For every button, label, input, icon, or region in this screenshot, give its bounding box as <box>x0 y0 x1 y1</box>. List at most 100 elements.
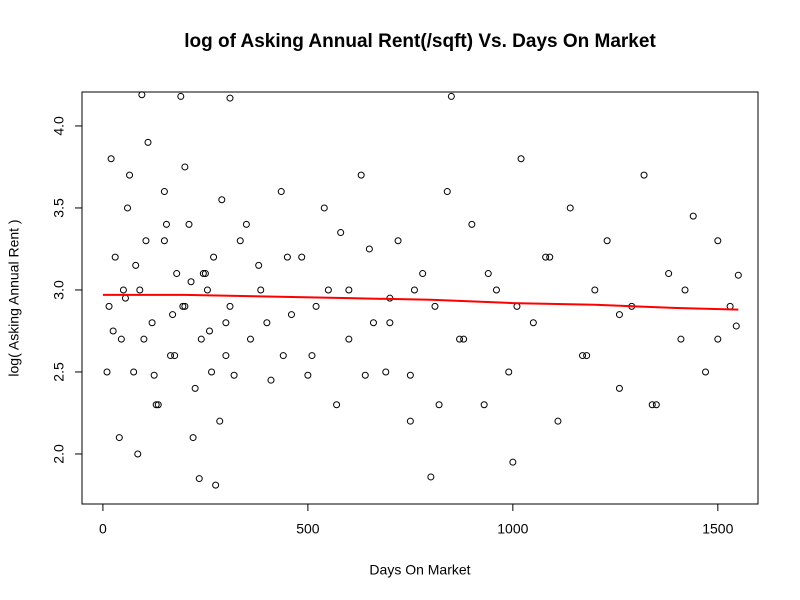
point <box>456 335 464 343</box>
point <box>263 319 271 327</box>
point <box>134 450 142 458</box>
point <box>126 171 134 179</box>
point <box>484 270 492 278</box>
y-tick-label: 2.0 <box>51 444 67 464</box>
point <box>513 302 521 310</box>
point <box>115 434 123 442</box>
point <box>689 212 697 220</box>
point <box>394 237 402 245</box>
point <box>681 286 689 294</box>
point <box>148 319 156 327</box>
point <box>648 401 656 409</box>
point <box>257 286 265 294</box>
point <box>509 458 517 466</box>
point <box>382 368 390 376</box>
point <box>121 294 129 302</box>
point <box>517 155 525 163</box>
point <box>492 286 500 294</box>
point <box>132 261 140 269</box>
point <box>199 270 207 278</box>
point <box>152 401 160 409</box>
point <box>419 270 427 278</box>
point <box>615 311 623 319</box>
point <box>144 138 152 146</box>
point <box>333 401 341 409</box>
plot-frame <box>81 91 759 505</box>
point <box>179 302 187 310</box>
point <box>277 188 285 196</box>
point <box>136 286 144 294</box>
point <box>111 253 119 261</box>
point <box>255 261 263 269</box>
point <box>181 302 189 310</box>
point <box>480 401 488 409</box>
point <box>337 229 345 237</box>
fit-line <box>102 293 739 311</box>
point <box>167 352 175 360</box>
point <box>107 155 115 163</box>
point <box>236 237 244 245</box>
chart-title: log of Asking Annual Rent(/sqft) Vs. Day… <box>184 31 656 52</box>
point <box>529 319 537 327</box>
point <box>447 92 455 100</box>
point <box>714 335 722 343</box>
point <box>665 270 673 278</box>
point <box>242 220 250 228</box>
point <box>169 311 177 319</box>
point <box>554 417 562 425</box>
point <box>208 368 216 376</box>
point <box>230 371 238 379</box>
point <box>203 286 211 294</box>
point <box>443 188 451 196</box>
point <box>406 371 414 379</box>
point <box>226 94 234 102</box>
x-tick-label: 0 <box>99 521 107 537</box>
point <box>181 163 189 171</box>
point <box>185 220 193 228</box>
point <box>615 384 623 392</box>
point <box>177 92 185 100</box>
point <box>283 253 291 261</box>
point <box>677 335 685 343</box>
point <box>150 371 158 379</box>
point <box>714 237 722 245</box>
y-axis-label: log( Asking Annual Rent ) <box>6 219 22 376</box>
point <box>427 473 435 481</box>
point <box>162 220 170 228</box>
x-tick-label: 1500 <box>702 521 733 537</box>
point <box>591 286 599 294</box>
point <box>406 417 414 425</box>
point <box>734 271 742 279</box>
point <box>189 434 197 442</box>
point <box>171 352 179 360</box>
point <box>117 335 125 343</box>
x-axis-label: Days On Market <box>369 562 470 578</box>
point <box>345 335 353 343</box>
point <box>205 327 213 335</box>
point <box>460 335 468 343</box>
point <box>298 253 306 261</box>
point <box>566 204 574 212</box>
point <box>160 237 168 245</box>
point <box>279 352 287 360</box>
point <box>287 311 295 319</box>
point <box>320 204 328 212</box>
point <box>583 352 591 360</box>
point <box>212 481 220 489</box>
point <box>603 237 611 245</box>
point <box>361 371 369 379</box>
point <box>216 417 224 425</box>
point <box>324 286 332 294</box>
point <box>109 327 117 335</box>
x-tick-label: 500 <box>296 521 320 537</box>
point <box>173 270 181 278</box>
y-tick-label: 3.5 <box>51 198 67 218</box>
point <box>210 253 218 261</box>
point <box>191 384 199 392</box>
point <box>640 171 648 179</box>
point <box>345 286 353 294</box>
point <box>304 371 312 379</box>
point <box>579 352 587 360</box>
point <box>195 475 203 483</box>
point <box>130 368 138 376</box>
